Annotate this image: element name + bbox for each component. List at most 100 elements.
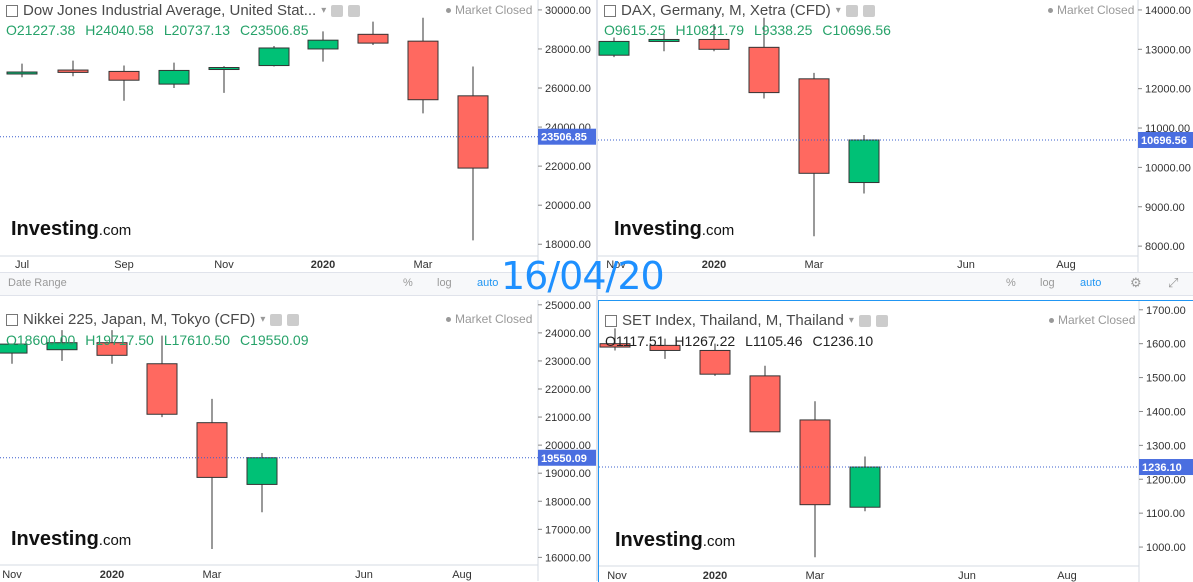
y-tick-label: 1300.00 <box>1146 440 1186 452</box>
chevron-down-icon[interactable]: ▾ <box>321 5 327 16</box>
x-tick-label: 2020 <box>703 570 727 582</box>
logo-text: Investing <box>615 529 703 551</box>
settings-icon[interactable] <box>845 4 858 17</box>
x-tick-label: Mar <box>806 570 825 582</box>
log-button[interactable]: log <box>437 277 452 289</box>
y-tick-label: 22000.00 <box>545 384 591 396</box>
last-price-label: 23506.85 <box>541 132 587 144</box>
last-price-tag <box>538 449 596 466</box>
percent-button[interactable]: % <box>403 277 413 289</box>
candle-body <box>599 343 631 348</box>
symbol-title[interactable]: Dow Jones Industrial Average, United Sta… <box>23 2 317 19</box>
percent-button-right[interactable]: % <box>1006 277 1016 289</box>
x-tick-label: Nov <box>214 259 234 271</box>
collapse-icon[interactable] <box>6 313 18 326</box>
gear-icon[interactable] <box>862 4 875 17</box>
open-value: O1117.51 <box>605 333 665 349</box>
gear-icon[interactable] <box>875 314 888 327</box>
close-value: C19550.09 <box>240 332 309 348</box>
chevron-down-icon[interactable]: ▾ <box>260 314 266 325</box>
y-tick-label: 22000.00 <box>545 161 591 173</box>
settings-icon[interactable] <box>331 4 344 17</box>
open-value: O9615.25 <box>604 22 666 38</box>
chart-panel-dax[interactable]: 8000.00 9000.00 10000.00 11000.00 12000.00 13… <box>598 0 1193 272</box>
y-tick-label: 1600.00 <box>1146 339 1186 351</box>
candle-body <box>798 78 830 174</box>
y-tick-label: 26000.00 <box>545 83 591 95</box>
gear-icon[interactable]: ⚙ <box>1130 275 1142 290</box>
gear-icon[interactable] <box>287 313 300 326</box>
logo-suffix: .com <box>98 532 132 549</box>
low-value: L1105.46 <box>745 333 803 349</box>
dow-chart-svg[interactable]: 18000.0020000.0022000.0024000.0026000.00… <box>0 0 596 272</box>
high-value: H24040.58 <box>85 22 154 38</box>
candle-body <box>146 363 178 415</box>
x-tick-label: 2020 <box>100 569 124 581</box>
set-chart-svg[interactable]: 1000.00 1100.00 1200.00 1300.00 1400.00 1500.… <box>599 301 1193 582</box>
y-tick-label: 20000.00 <box>545 440 591 452</box>
fullscreen-icon[interactable]: ⤢ <box>1168 275 1179 290</box>
candle-body <box>46 342 78 351</box>
close-value: C1236.10 <box>812 333 874 349</box>
chart-panel-dow[interactable]: 18000.00 20000.00 22000.00 24000.00 26000.00… <box>0 0 596 272</box>
x-tick-label: 2020 <box>311 259 335 271</box>
candle-body <box>258 47 290 67</box>
candle-body <box>196 422 228 478</box>
candle-body <box>357 33 389 44</box>
market-status: Market Closed <box>1048 3 1134 17</box>
logo-text: Investing <box>11 218 99 240</box>
chart-panel-nikkei[interactable]: 16000.00 17000.00 18000.00 19000.00 20000.00… <box>0 300 596 581</box>
x-tick-label: Nov <box>606 259 626 271</box>
candle-body <box>158 69 190 85</box>
collapse-icon[interactable] <box>6 4 18 17</box>
symbol-title[interactable]: DAX, Germany, M, Xetra (CFD) <box>621 2 831 19</box>
overlay-date: 16/04/20 <box>501 254 665 298</box>
chevron-down-icon[interactable]: ▾ <box>848 315 854 326</box>
x-tick-label: Jun <box>957 259 975 271</box>
auto-button-right[interactable]: auto <box>1080 277 1102 289</box>
y-tick-label: 8000.00 <box>1145 241 1185 253</box>
low-value: L20737.13 <box>163 22 230 38</box>
logo-suffix: .com <box>98 222 132 239</box>
dax-chart-svg[interactable]: 8000.009000.0010000.0011000.0012000.0013… <box>598 0 1193 272</box>
panel-header: Nikkei 225, Japan, M, Tokyo (CFD) ▾ <box>6 311 300 328</box>
date-range-button[interactable]: Date Range <box>8 277 67 289</box>
candle-body <box>799 419 831 506</box>
vertical-divider[interactable] <box>596 0 598 581</box>
x-tick-label: Jun <box>355 569 373 581</box>
ohlc-values: O18600.00 H19717.50 L17610.50 C19550.09 <box>6 332 319 348</box>
close-value: C23506.85 <box>240 22 309 38</box>
settings-icon[interactable] <box>858 314 871 327</box>
symbol-title[interactable]: Nikkei 225, Japan, M, Tokyo (CFD) <box>23 311 256 328</box>
x-tick-label: Sep <box>114 259 134 271</box>
market-status-label: Market Closed <box>455 3 533 17</box>
logo-suffix: .com <box>702 533 736 550</box>
y-tick-label: 20000.00 <box>545 200 591 212</box>
collapse-icon[interactable] <box>604 4 616 17</box>
auto-button[interactable]: auto <box>477 277 499 289</box>
chevron-down-icon[interactable]: ▾ <box>835 5 841 16</box>
investing-logo: Investing.com <box>614 218 734 241</box>
log-button-right[interactable]: log <box>1040 277 1055 289</box>
nikkei-chart-svg[interactable]: 16000.00 17000.00 18000.00 19000.00 20000.00… <box>0 300 596 581</box>
candle-body <box>598 40 630 56</box>
collapse-icon[interactable] <box>605 314 617 327</box>
y-tick-label: 1500.00 <box>1146 373 1186 385</box>
candle-body <box>748 46 780 94</box>
settings-icon[interactable] <box>270 313 283 326</box>
gear-icon[interactable] <box>348 4 361 17</box>
candle-body <box>698 38 730 50</box>
open-value: O21227.38 <box>6 22 76 38</box>
chart-panel-set[interactable]: 1000.00 1100.00 1200.00 1300.00 1400.00 1500.… <box>598 300 1193 582</box>
status-dot-icon <box>1049 318 1054 324</box>
investing-logo: Investing.com <box>11 218 131 241</box>
ohlc-values: O21227.38 H24040.58 L20737.13 C23506.85 <box>6 22 319 38</box>
y-tick-label: 1200.00 <box>1146 474 1186 486</box>
symbol-title[interactable]: SET Index, Thailand, M, Thailand <box>622 312 844 329</box>
status-dot-icon <box>1048 8 1053 14</box>
candle-body <box>699 349 731 375</box>
low-value: L17610.50 <box>163 332 230 348</box>
candle-body <box>749 375 781 433</box>
logo-text: Investing <box>11 528 99 550</box>
ohlc-values: O9615.25 H10821.79 L9338.25 C10696.56 <box>604 22 901 38</box>
